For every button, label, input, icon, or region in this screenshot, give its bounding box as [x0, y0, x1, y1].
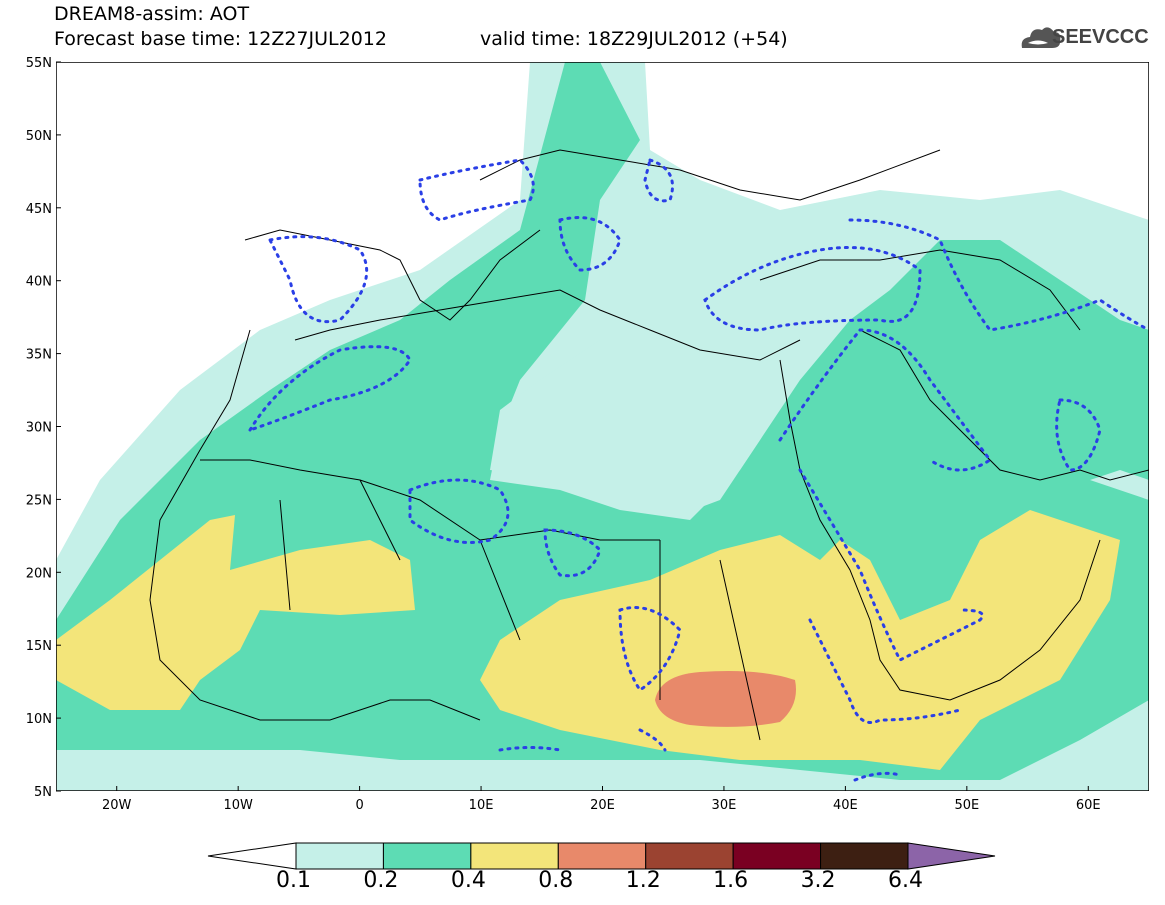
colorbar-max-arrow: [907, 842, 996, 870]
colorbar-label: 6.4: [888, 868, 923, 893]
lat-label: 35N: [26, 348, 52, 363]
aot-level-0-4-east: [480, 510, 1120, 770]
aot-level-0-1-inner: [490, 310, 800, 515]
colorbar-swatch: [732, 842, 822, 870]
valid-time: valid time: 18Z29JUL2012 (+54): [480, 28, 788, 50]
colorbar-swatch: [645, 842, 734, 870]
forecast-base-time: Forecast base time: 12Z27JUL2012: [54, 28, 387, 50]
lon-label: 60E: [1076, 798, 1101, 813]
colorbar-swatch: [557, 842, 647, 870]
latitude-axis: 55N 50N 45N 40N 35N 30N 25N 20N 15N 10N 5N: [26, 56, 61, 800]
colorbar-label: 1.2: [625, 868, 661, 893]
colorbar-swatch: [295, 842, 384, 870]
colorbar-label: 3.2: [800, 868, 836, 893]
lon-label: 20E: [590, 798, 615, 813]
seevccc-logo-text: SEEVCCC: [1052, 26, 1149, 48]
lat-label: 30N: [26, 421, 52, 436]
map-title: DREAM8-assim: AOT: [54, 3, 250, 25]
aot-level-0-8: [655, 671, 796, 727]
lon-label: 0: [355, 798, 363, 813]
seevccc-cloud-logo-icon: [1021, 27, 1061, 48]
lat-label: 15N: [26, 639, 52, 654]
lat-label: 50N: [26, 129, 52, 144]
lon-label: 10W: [223, 798, 253, 813]
colorbar-swatch: [382, 842, 472, 870]
colorbar: [207, 842, 996, 870]
colorbar-label: 0.8: [538, 868, 574, 893]
lon-label: 20W: [102, 798, 132, 813]
lat-label: 45N: [26, 202, 52, 217]
lon-label: 40E: [833, 798, 858, 813]
lat-label: 5N: [34, 785, 52, 800]
colorbar-min-arrow: [207, 842, 297, 870]
lon-label: 30E: [712, 798, 737, 813]
lon-label: 50E: [954, 798, 979, 813]
lat-label: 10N: [26, 712, 52, 727]
lat-label: 40N: [26, 275, 52, 290]
aot-level-0-4-west: [56, 515, 415, 710]
colorbar-swatch: [820, 842, 909, 870]
lat-label: 25N: [26, 493, 52, 508]
colorbar-label: 1.6: [713, 868, 749, 893]
colorbar-label: 0.4: [450, 868, 486, 893]
longitude-axis: 20W 10W 0 10E 20E 30E 40E 50E 60E: [102, 786, 1101, 813]
colorbar-label: 0.2: [363, 868, 399, 893]
colorbar-swatch: [470, 842, 559, 870]
colorbar-label: 0.1: [276, 868, 311, 893]
lat-label: 55N: [26, 56, 52, 71]
lat-label: 20N: [26, 566, 52, 581]
lon-label: 10E: [469, 798, 494, 813]
